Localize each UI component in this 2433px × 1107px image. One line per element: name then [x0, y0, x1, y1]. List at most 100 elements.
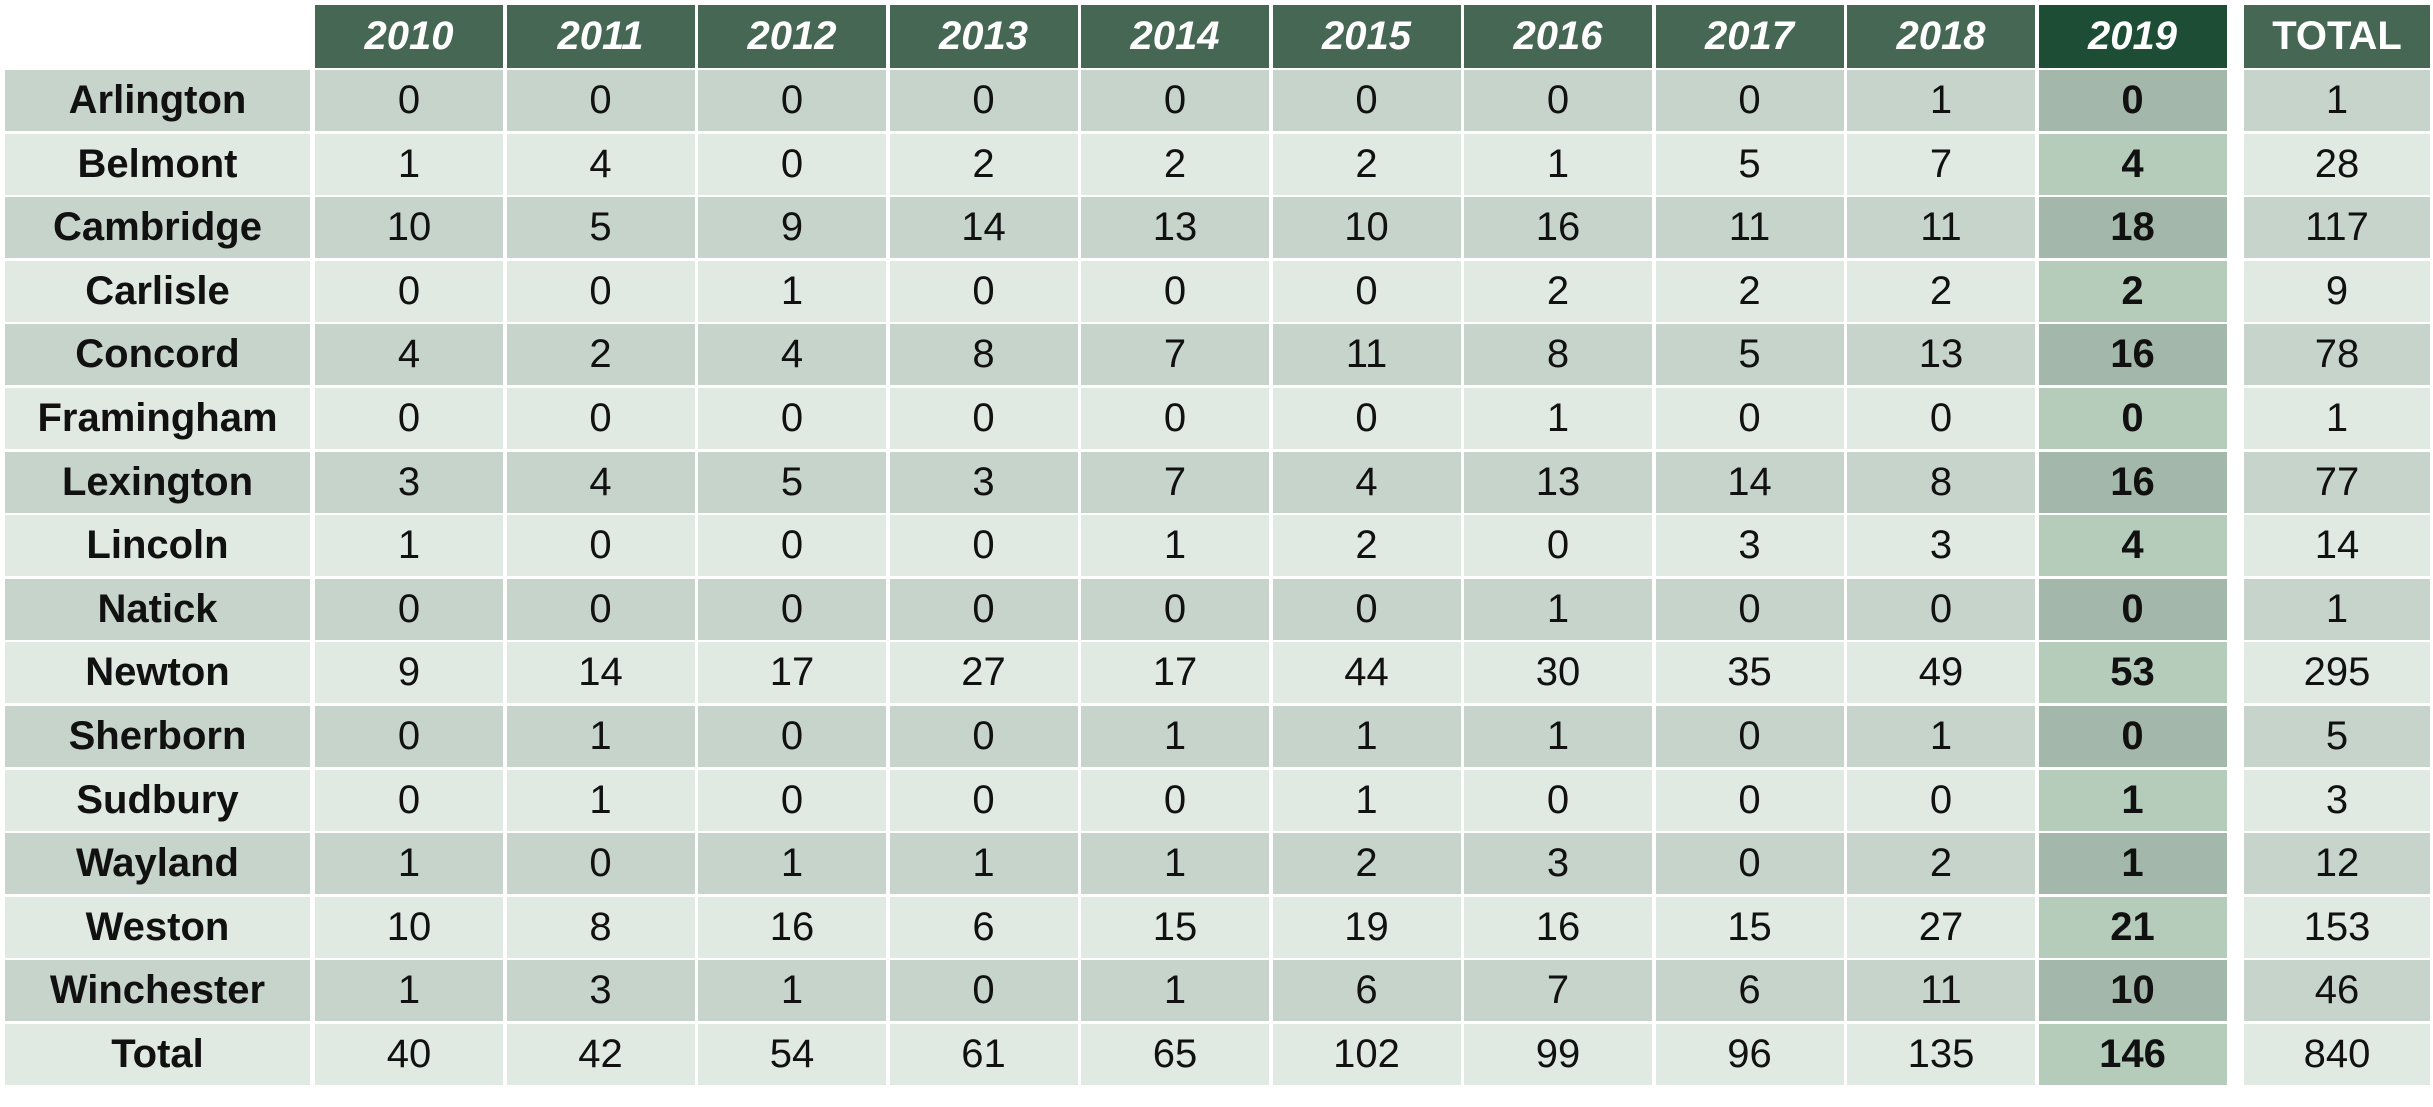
cell-weston-2015: 19 [1272, 896, 1461, 958]
cell-winchester-2010: 1 [315, 960, 503, 1022]
cell-arlington-2016: 0 [1464, 70, 1652, 131]
cell-lexington-2015: 4 [1272, 451, 1461, 513]
cell-sherborn-2016: 1 [1464, 706, 1652, 767]
cell-arlington-2017: 0 [1655, 70, 1844, 131]
cell-sherborn-2012: 0 [698, 706, 886, 767]
cell-natick-2010: 0 [315, 578, 503, 640]
cell-newton-2010: 9 [315, 642, 503, 704]
cell-newton-total: 295 [2244, 642, 2430, 704]
cell-arlington-2010: 0 [315, 70, 503, 131]
cell-lexington-2019: 16 [2038, 451, 2227, 513]
cell-sudbury-2018: 0 [1847, 769, 2035, 831]
cell-cambridge-2015: 10 [1272, 197, 1461, 259]
cell-framingham-2016: 1 [1464, 388, 1652, 449]
cell-carlisle-2012: 1 [698, 260, 886, 322]
cell-weston-2011: 8 [506, 896, 695, 958]
cell-belmont-2018: 7 [1847, 133, 2035, 195]
cell-winchester-2013: 0 [889, 960, 1078, 1022]
cell-cambridge-2013: 14 [889, 197, 1078, 259]
cell-lincoln-2017: 3 [1655, 515, 1844, 577]
cell-lexington-2017: 14 [1655, 451, 1844, 513]
cell-lincoln-2010: 1 [315, 515, 503, 577]
cell-lexington-total: 77 [2244, 451, 2430, 513]
cell-wayland-2017: 0 [1655, 833, 1844, 895]
cell-cambridge-total: 117 [2244, 197, 2430, 259]
cell-framingham-2017: 0 [1655, 388, 1844, 449]
cell-newton-2015: 44 [1272, 642, 1461, 704]
cell-newton-2012: 17 [698, 642, 886, 704]
cell-belmont-2015: 2 [1272, 133, 1461, 195]
cell-weston-2016: 16 [1464, 896, 1652, 958]
row-label-carlisle: Carlisle [5, 260, 310, 322]
cell-carlisle-2011: 0 [506, 260, 695, 322]
cell-arlington-total: 1 [2244, 70, 2430, 131]
cell-wayland-2010: 1 [315, 833, 503, 895]
cell-lexington-2011: 4 [506, 451, 695, 513]
cell-lexington-2018: 8 [1847, 451, 2035, 513]
cell-wayland-total: 12 [2244, 833, 2430, 895]
column-header-2015: 2015 [1272, 5, 1461, 68]
cell-natick-total: 1 [2244, 578, 2430, 640]
cell-concord-2010: 4 [315, 324, 503, 386]
cell-concord-2011: 2 [506, 324, 695, 386]
cell-lincoln-2011: 0 [506, 515, 695, 577]
cell-belmont-total: 28 [2244, 133, 2430, 195]
cell-total-2011: 42 [506, 1024, 695, 1085]
cell-wayland-2011: 0 [506, 833, 695, 895]
cell-sherborn-2013: 0 [889, 706, 1078, 767]
cell-natick-2019: 0 [2038, 578, 2227, 640]
cell-framingham-2011: 0 [506, 388, 695, 449]
cell-weston-total: 153 [2244, 896, 2430, 958]
cell-lincoln-2014: 1 [1081, 515, 1269, 577]
cell-lincoln-2015: 2 [1272, 515, 1461, 577]
cell-belmont-2017: 5 [1655, 133, 1844, 195]
cell-belmont-2016: 1 [1464, 133, 1652, 195]
cell-sherborn-2010: 0 [315, 706, 503, 767]
cell-lincoln-2012: 0 [698, 515, 886, 577]
cell-total-2016: 99 [1464, 1024, 1652, 1085]
cell-winchester-total: 46 [2244, 960, 2430, 1022]
cell-wayland-2014: 1 [1081, 833, 1269, 895]
row-label-concord: Concord [5, 324, 310, 386]
cell-concord-2014: 7 [1081, 324, 1269, 386]
cell-arlington-2019: 0 [2038, 70, 2227, 131]
cell-concord-2016: 8 [1464, 324, 1652, 386]
cell-wayland-2016: 3 [1464, 833, 1652, 895]
cell-total-2014: 65 [1081, 1024, 1269, 1085]
cell-carlisle-2013: 0 [889, 260, 1078, 322]
cell-concord-2018: 13 [1847, 324, 2035, 386]
cell-sudbury-2011: 1 [506, 769, 695, 831]
cell-natick-2014: 0 [1081, 578, 1269, 640]
cell-cambridge-2014: 13 [1081, 197, 1269, 259]
cell-belmont-2014: 2 [1081, 133, 1269, 195]
row-label-cambridge: Cambridge [5, 197, 310, 259]
cell-arlington-2018: 1 [1847, 70, 2035, 131]
cell-winchester-2018: 11 [1847, 960, 2035, 1022]
cell-sudbury-2015: 1 [1272, 769, 1461, 831]
cell-carlisle-total: 9 [2244, 260, 2430, 322]
cell-carlisle-2010: 0 [315, 260, 503, 322]
cell-sherborn-2017: 0 [1655, 706, 1844, 767]
cell-wayland-2019: 1 [2038, 833, 2227, 895]
cell-cambridge-2018: 11 [1847, 197, 2035, 259]
cell-belmont-2013: 2 [889, 133, 1078, 195]
cell-sudbury-2012: 0 [698, 769, 886, 831]
cell-carlisle-2018: 2 [1847, 260, 2035, 322]
row-label-arlington: Arlington [5, 70, 310, 131]
cell-framingham-2018: 0 [1847, 388, 2035, 449]
cell-winchester-2019: 10 [2038, 960, 2227, 1022]
cell-framingham-2012: 0 [698, 388, 886, 449]
cell-total-2015: 102 [1272, 1024, 1461, 1085]
column-header-2014: 2014 [1081, 5, 1269, 68]
cell-sudbury-total: 3 [2244, 769, 2430, 831]
cell-total-2013: 61 [889, 1024, 1078, 1085]
cell-carlisle-2016: 2 [1464, 260, 1652, 322]
cell-weston-2018: 27 [1847, 896, 2035, 958]
cell-concord-2015: 11 [1272, 324, 1461, 386]
cell-newton-2014: 17 [1081, 642, 1269, 704]
column-header-2012: 2012 [698, 5, 886, 68]
column-header-2016: 2016 [1464, 5, 1652, 68]
cell-newton-2017: 35 [1655, 642, 1844, 704]
cell-sherborn-2015: 1 [1272, 706, 1461, 767]
